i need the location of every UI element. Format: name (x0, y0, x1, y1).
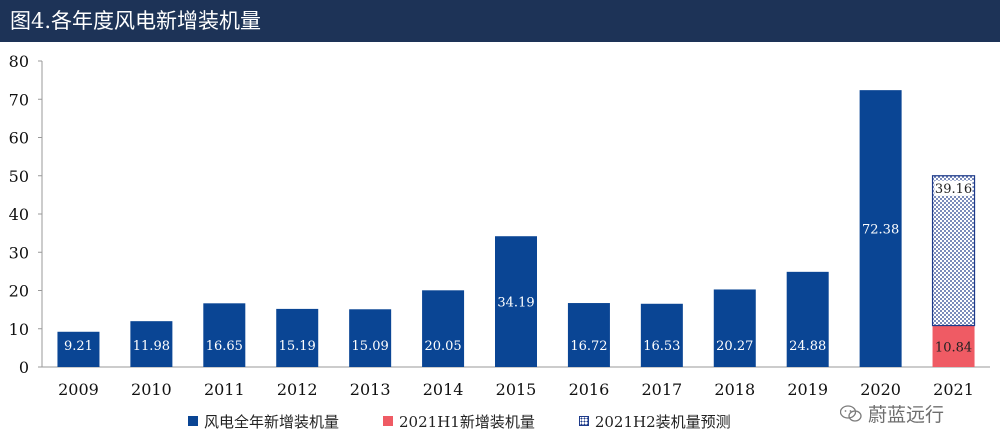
bars (57, 90, 976, 368)
legend-label: 2021H2装机量预测 (594, 412, 731, 431)
y-tick-label: 20 (9, 282, 29, 301)
x-tick-label: 2012 (277, 380, 318, 399)
bar-annual (640, 303, 683, 367)
data-label: 39.16 (935, 182, 972, 197)
y-tick-label: 80 (9, 52, 29, 71)
bar-annual (349, 309, 392, 367)
x-tick-label: 2009 (58, 380, 99, 399)
bar-chart: 0 10 20 30 40 50 60 70 80 2009 2010 2011 2012 2013 201… (9, 52, 990, 399)
x-tick-label: 2014 (423, 380, 464, 399)
data-label: 20.05 (424, 339, 461, 354)
watermark-text: 蔚蓝远行 (868, 404, 945, 426)
legend-swatch (578, 416, 589, 426)
data-label-bg (934, 180, 973, 196)
data-label: 24.88 (789, 339, 826, 354)
y-tick-label: 10 (9, 320, 29, 339)
data-label: 16.72 (570, 339, 607, 354)
y-tick-label: 50 (9, 167, 29, 186)
y-tick-label: 60 (9, 129, 29, 148)
x-tick-label: 2016 (569, 380, 610, 399)
y-tick-label: 70 (9, 90, 29, 109)
legend-item-h1: 2021H1新增装机量 (383, 411, 535, 432)
y-tick-label: 0 (19, 358, 29, 377)
legend: 风电全年新增装机量 2021H1新增装机量 2021H2装机量预测 (188, 408, 775, 434)
bar-annual (276, 308, 319, 367)
data-label: 15.19 (279, 339, 316, 354)
watermark: 蔚蓝远行 (839, 400, 945, 427)
bar-annual (495, 236, 537, 367)
data-label: 16.53 (643, 339, 680, 354)
bar-annual (130, 321, 173, 367)
legend-label: 风电全年新增装机量 (204, 412, 340, 431)
y-tick-label: 40 (9, 205, 29, 224)
x-tick-label: 2010 (131, 380, 172, 399)
bar-2021h1 (932, 325, 975, 367)
legend-swatch (188, 416, 198, 426)
data-label: 11.98 (133, 339, 170, 354)
y-tick-label: 30 (9, 243, 29, 262)
bar-annual (567, 303, 610, 367)
data-labels: 9.21 11.98 16.65 15.19 15.09 20.05 34.19 16.72 1… (64, 180, 973, 355)
legend-item-annual: 风电全年新增装机量 (188, 411, 339, 432)
data-label: 15.09 (352, 339, 389, 354)
data-label: 34.19 (497, 296, 534, 311)
legend-label: 2021H1新增装机量 (399, 412, 535, 431)
bar-annual (203, 303, 246, 367)
chart-title: 图4.各年度风电新增装机量 (10, 9, 262, 33)
chart-header: 图4.各年度风电新增装机量 (0, 0, 1000, 42)
x-tick-label: 2015 (496, 380, 537, 399)
legend-item-h2: 2021H2装机量预测 (578, 411, 731, 432)
data-label: 10.84 (935, 340, 972, 355)
wechat-icon (839, 404, 862, 423)
x-tick-label: 2013 (350, 380, 391, 399)
x-tick-label: 2011 (204, 380, 245, 399)
data-label: 72.38 (862, 223, 899, 238)
data-label: 16.65 (206, 339, 243, 354)
bar-2021h2-forecast (931, 175, 976, 327)
data-label: 20.27 (716, 339, 753, 354)
x-tick-label: 2021 (933, 380, 974, 399)
bar-annual (57, 331, 100, 367)
legend-swatch (383, 416, 394, 426)
bar-annual (786, 271, 829, 367)
bar-annual (422, 290, 465, 367)
axes: 0 10 20 30 40 50 60 70 80 2009 2010 2011 2012 2013 201… (9, 52, 990, 399)
x-tick-label: 2018 (714, 380, 755, 399)
x-tick-label: 2019 (787, 380, 828, 399)
bar-annual (859, 90, 902, 368)
data-label: 9.21 (64, 339, 93, 354)
x-tick-label: 2020 (860, 380, 901, 399)
bar-annual (713, 289, 756, 367)
x-tick-label: 2017 (641, 380, 682, 399)
